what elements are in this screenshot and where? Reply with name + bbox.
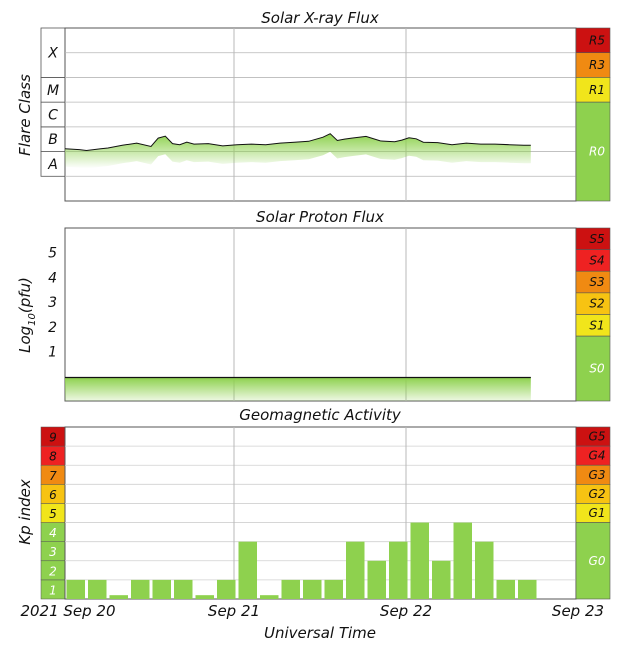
r-scale-label-r1: R1 — [589, 83, 605, 97]
proton-tick-2: 2 — [48, 320, 57, 336]
s-scale-label-s3: S3 — [589, 275, 604, 289]
xray-plot-frame — [64, 27, 577, 202]
kp-bar — [195, 595, 214, 599]
date-tick-0: 2021 Sep 20 — [20, 602, 115, 620]
g-scale-label-g5: G5 — [589, 430, 606, 444]
kp-level-label-8: 8 — [49, 450, 57, 464]
flare-class-box-b — [40, 126, 66, 152]
kp-bar — [453, 522, 472, 599]
proton-title: Solar Proton Flux — [256, 208, 384, 226]
g-scale-label-g4: G4 — [589, 449, 606, 463]
kp-bar — [238, 541, 257, 599]
kp-bar — [367, 560, 386, 599]
kp-bar — [281, 579, 300, 599]
kp-bar — [432, 560, 451, 599]
date-tick-1: Sep 21 — [208, 602, 260, 620]
r-scale-label-r5: R5 — [589, 33, 605, 47]
xray-ylabel: Flare Class — [16, 74, 34, 156]
kp-level-column: 1 2 3 4 5 6 7 8 9 — [40, 426, 66, 600]
kp-bar — [389, 541, 408, 599]
kp-bar — [88, 579, 107, 599]
g-scale-label-g2: G2 — [589, 487, 606, 501]
proton-ylabel-sub: 10 — [27, 313, 38, 326]
xray-flux-line — [64, 133, 531, 152]
g-scale-label-g0: G0 — [589, 554, 606, 568]
solar-radiation-scale: S5 S4 S3 S2 S1 S0 — [575, 227, 611, 402]
proton-flux-trace — [65, 376, 531, 401]
r-scale-band-r5 — [575, 27, 611, 54]
kp-bar — [475, 541, 494, 599]
s-scale-label-s0: S0 — [589, 362, 605, 376]
kp-bar — [518, 579, 537, 599]
kp-bar — [346, 541, 365, 599]
proton-plot-frame — [64, 227, 577, 402]
date-tick-2: Sep 22 — [380, 602, 432, 620]
flare-class-label-x: X — [47, 46, 58, 62]
radio-blackout-scale: R5 R3 R1 R0 — [575, 27, 611, 202]
kp-bar — [217, 579, 236, 599]
s-scale-label-s1: S1 — [589, 318, 604, 332]
flare-class-box-x — [40, 27, 66, 78]
kp-bar — [131, 579, 150, 599]
proton-tick-3: 3 — [48, 295, 57, 311]
g-scale-label-g1: G1 — [589, 506, 606, 520]
g-scale-label-g3: G3 — [589, 468, 606, 482]
proton-tick-1: 1 — [48, 345, 57, 361]
kp-title: Geomagnetic Activity — [239, 406, 402, 424]
kp-bar — [66, 579, 85, 599]
g-scale-band-g0 — [575, 522, 611, 600]
s-scale-label-s4: S4 — [589, 253, 604, 267]
kp-bar — [260, 595, 279, 599]
flare-class-label-a: A — [47, 157, 58, 173]
s-scale-band-s0 — [575, 335, 611, 402]
kp-bar — [410, 522, 429, 599]
date-tick-3: Sep 23 — [552, 602, 604, 620]
proton-y-ticks: 1 2 3 4 5 — [48, 246, 57, 361]
proton-tick-4: 4 — [48, 270, 57, 286]
kp-ylabel: Kp index — [16, 479, 34, 545]
kp-bar — [109, 595, 128, 599]
kp-level-label-5: 5 — [49, 507, 57, 521]
proton-ylabel-log: Log — [16, 326, 34, 353]
kp-bar — [152, 579, 171, 599]
kp-bar — [303, 579, 322, 599]
kp-level-label-7: 7 — [49, 469, 57, 483]
proton-tick-5: 5 — [48, 246, 57, 262]
xray-flux-trace — [64, 133, 531, 169]
s-scale-label-s5: S5 — [589, 232, 604, 246]
flare-class-label-c: C — [48, 108, 58, 124]
proton-ylabel: Log10(pfu) — [16, 277, 38, 353]
s-scale-label-s2: S2 — [589, 297, 604, 311]
r-scale-label-r3: R3 — [589, 58, 605, 72]
kp-plot-frame — [64, 426, 577, 600]
kp-bar — [324, 579, 343, 599]
kp-level-label-2: 2 — [49, 564, 57, 578]
r-scale-label-r0: R0 — [589, 145, 605, 159]
xray-title: Solar X-ray Flux — [261, 9, 379, 27]
date-axis: 2021 Sep 20 Sep 21 Sep 22 Sep 23 — [20, 602, 604, 620]
kp-bar — [174, 579, 193, 599]
xray-flux-fill — [65, 133, 531, 169]
proton-ylabel-unit: (pfu) — [16, 277, 34, 313]
kp-level-label-9: 9 — [49, 431, 57, 445]
kp-bars — [66, 522, 537, 599]
proton-grid — [233, 228, 407, 401]
r-scale-band-r3 — [575, 52, 611, 78]
x-axis-label: Universal Time — [264, 624, 376, 642]
flare-class-box-a — [40, 151, 66, 177]
kp-level-label-3: 3 — [49, 545, 57, 559]
kp-bar — [496, 579, 515, 599]
r-scale-band-r0 — [575, 101, 611, 202]
flare-class-label-b: B — [48, 132, 58, 148]
geomagnetic-storm-scale: G5 G4 G3 G2 G1 G0 — [575, 426, 611, 600]
flare-class-label-m: M — [47, 83, 59, 99]
kp-level-label-1: 1 — [49, 583, 57, 597]
kp-level-label-4: 4 — [49, 526, 57, 540]
proton-flux-fill — [65, 377, 531, 401]
kp-level-label-6: 6 — [49, 488, 57, 502]
